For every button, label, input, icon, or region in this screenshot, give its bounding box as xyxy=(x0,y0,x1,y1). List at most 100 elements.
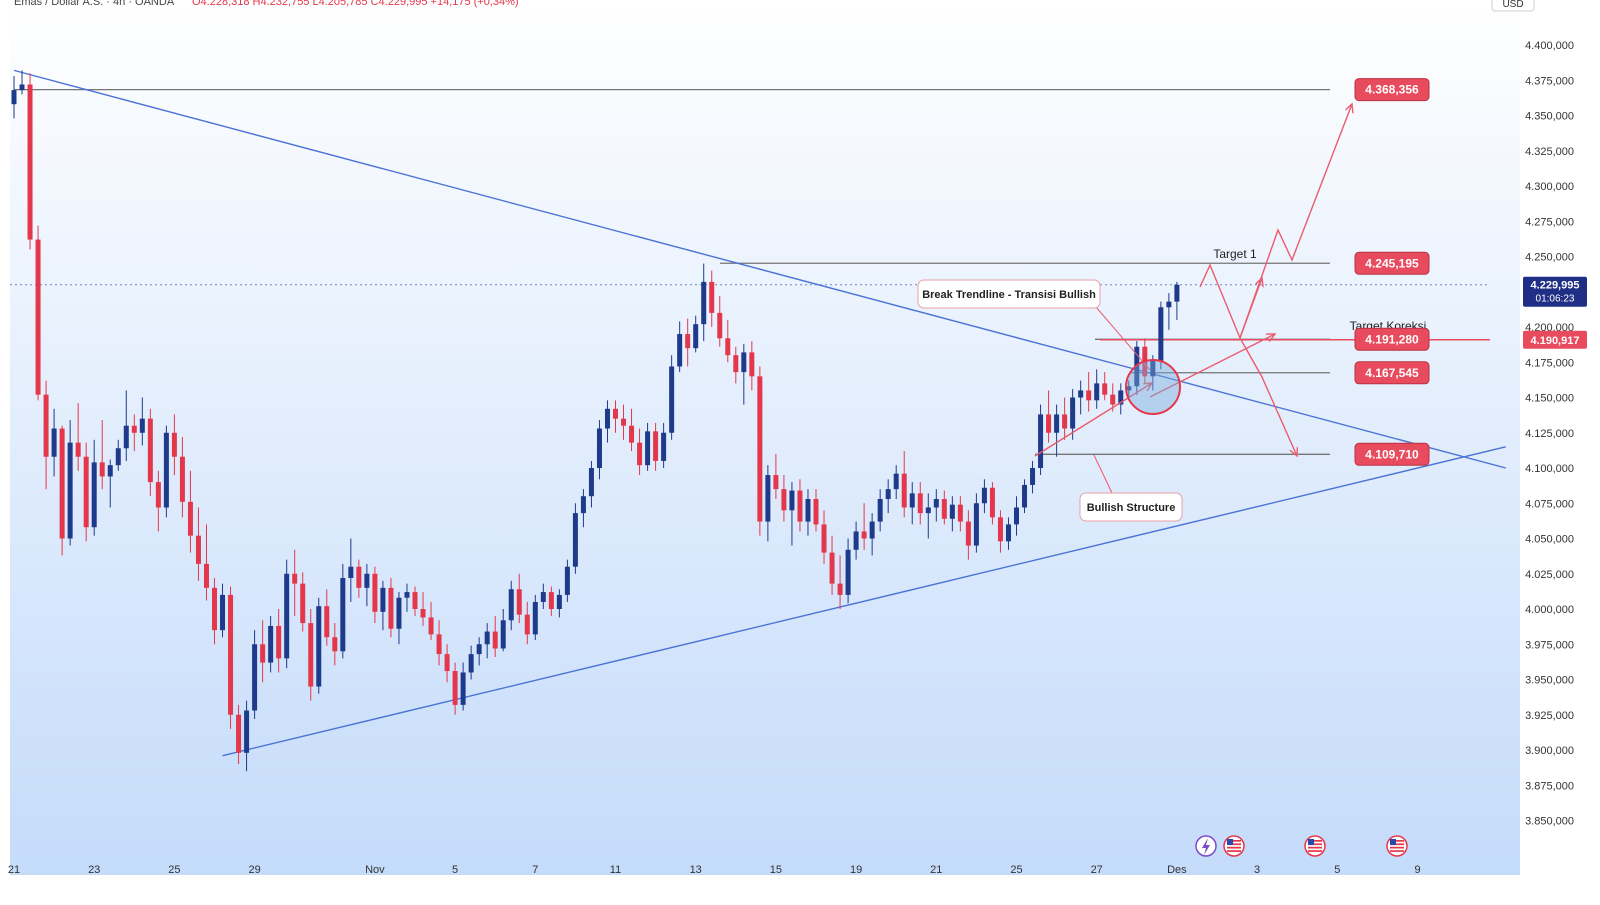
lightning-icon-bolt xyxy=(1202,838,1210,855)
us-flag-icon-stripe xyxy=(1390,846,1404,849)
candle-body xyxy=(821,524,827,553)
candle xyxy=(11,76,17,119)
projection-arrows xyxy=(1034,104,1352,494)
candle-body xyxy=(115,448,121,466)
price-tick-label: 4.325,000 xyxy=(1525,146,1574,158)
target-1-label: Target 1 xyxy=(1213,247,1257,261)
candle xyxy=(813,489,819,532)
candle xyxy=(123,390,129,461)
candle-body xyxy=(1150,360,1156,377)
candle-body xyxy=(35,239,41,395)
candle-body xyxy=(179,456,185,502)
us-flag-icon[interactable] xyxy=(1223,835,1245,857)
lightning-icon[interactable] xyxy=(1195,835,1217,857)
event-icons[interactable] xyxy=(1195,835,1408,857)
price-tick-label: 4.175,000 xyxy=(1525,357,1574,369)
projection-arrow xyxy=(1149,334,1275,398)
currency-badge[interactable] xyxy=(1491,0,1535,12)
candle xyxy=(637,428,643,476)
time-axis[interactable]: 21 23 25 29 Nov 5 7 11 13 15 19 21 25 27 Des 3 5 9 xyxy=(8,864,1421,876)
us-flag-icon-stripe xyxy=(1227,843,1241,846)
candle-body xyxy=(163,432,169,508)
candle-body xyxy=(685,334,691,349)
candle xyxy=(276,609,282,673)
candle xyxy=(564,559,570,602)
candle xyxy=(244,700,250,772)
candle-body xyxy=(1166,301,1172,308)
candle xyxy=(580,489,586,528)
us-flag-icon[interactable] xyxy=(1386,835,1408,857)
candle-body xyxy=(1054,414,1060,433)
candle-body xyxy=(637,442,643,466)
candle xyxy=(404,583,410,612)
candle xyxy=(187,470,193,553)
candle xyxy=(869,513,875,556)
level-price-tag xyxy=(1354,78,1430,102)
descending-trendline xyxy=(13,69,1506,469)
candle xyxy=(797,479,803,532)
us-flag-icon-stripe xyxy=(1227,840,1241,842)
level-price-tag xyxy=(1354,361,1430,385)
candle-body xyxy=(901,473,907,508)
candle xyxy=(492,616,498,657)
candle xyxy=(316,597,322,694)
time-tick-label: 9 xyxy=(1414,864,1420,876)
candle-body xyxy=(789,490,795,511)
candle xyxy=(1014,496,1019,536)
candle-body xyxy=(412,592,418,609)
candle xyxy=(171,414,177,476)
candle xyxy=(725,319,731,363)
candle xyxy=(741,343,747,405)
candle-body xyxy=(348,566,354,578)
candle xyxy=(661,422,667,468)
candle-body xyxy=(147,418,153,483)
time-tick-label: 27 xyxy=(1091,864,1103,876)
us-flag-icon-canton xyxy=(1308,839,1314,845)
candle xyxy=(1094,369,1100,409)
price-tick-label: 4.300,000 xyxy=(1525,181,1574,193)
candles xyxy=(11,70,1180,772)
candle-body xyxy=(580,496,586,514)
candle xyxy=(773,453,779,500)
candle xyxy=(388,577,394,638)
candle-body xyxy=(837,583,843,595)
price-tick-label: 4.400,000 xyxy=(1525,40,1574,52)
candle-body xyxy=(260,644,266,663)
candle xyxy=(789,482,795,546)
candle xyxy=(260,620,266,683)
candle xyxy=(115,439,121,471)
candle-body xyxy=(19,84,25,91)
candle-body xyxy=(107,465,113,477)
candle-body xyxy=(83,456,89,528)
us-flag-icon[interactable] xyxy=(1304,835,1326,857)
us-flag-icon-stripe xyxy=(1227,850,1241,852)
candle xyxy=(356,559,362,598)
candle-body xyxy=(540,592,546,602)
candle-body xyxy=(709,281,715,313)
candle xyxy=(436,620,442,666)
price-axis[interactable]: 4.400,000 4.375,000 4.350,000 4.325,000 4.30… xyxy=(1525,40,1574,828)
price-tick-label: 3.925,000 xyxy=(1525,710,1574,722)
current-price-text: 4.229,995 xyxy=(1531,280,1580,292)
candle xyxy=(476,637,482,666)
bullish-structure-callout-box xyxy=(1079,492,1183,522)
candle xyxy=(107,459,113,508)
candle xyxy=(428,601,434,641)
annotations: Break Trendline - Transisi Bullish Bullis… xyxy=(917,247,1426,522)
candle xyxy=(67,420,73,546)
candle xyxy=(965,510,971,560)
candle xyxy=(372,566,378,624)
candle xyxy=(540,583,546,609)
time-tick-label: Des xyxy=(1167,864,1187,876)
candle-body xyxy=(155,482,161,508)
candle-body xyxy=(749,352,755,377)
candle-body xyxy=(532,601,538,635)
candle xyxy=(35,225,41,401)
candle-body xyxy=(725,338,731,356)
candle xyxy=(484,623,490,659)
candle xyxy=(885,479,891,514)
candle-body xyxy=(460,672,466,705)
time-tick-label: 13 xyxy=(690,864,702,876)
